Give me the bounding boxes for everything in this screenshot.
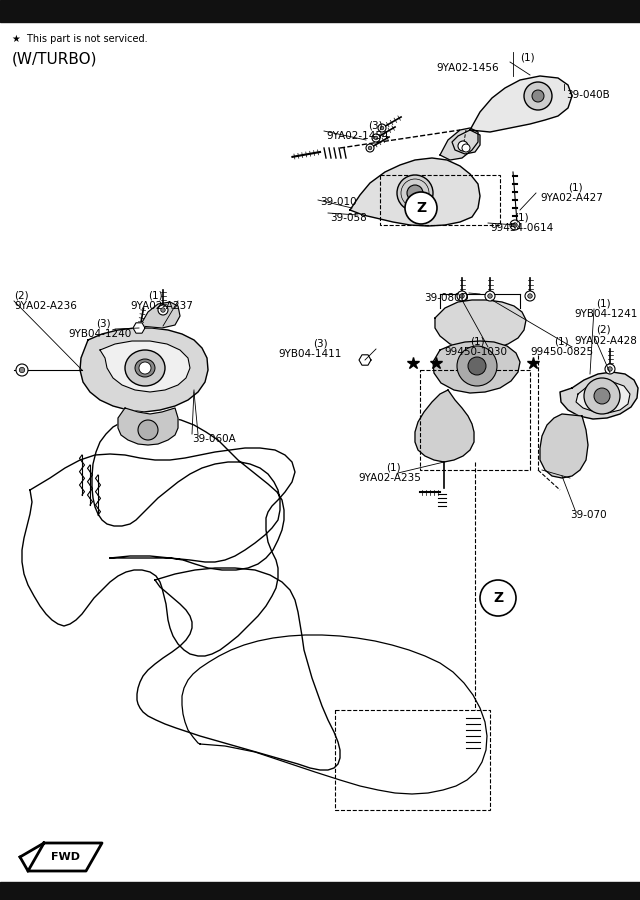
- Text: 39-010: 39-010: [320, 197, 356, 207]
- Polygon shape: [470, 76, 572, 132]
- Text: Z: Z: [416, 201, 426, 215]
- Text: (2): (2): [596, 325, 611, 335]
- Polygon shape: [22, 448, 295, 656]
- Ellipse shape: [135, 359, 155, 377]
- Text: (1): (1): [554, 336, 568, 346]
- Bar: [0, 882, 640, 900]
- Circle shape: [158, 305, 168, 315]
- Text: 9YA02-A428: 9YA02-A428: [574, 336, 637, 346]
- Text: 99450-0825: 99450-0825: [530, 347, 593, 357]
- Circle shape: [368, 146, 372, 149]
- Circle shape: [460, 293, 464, 298]
- Circle shape: [608, 367, 612, 371]
- Text: (2): (2): [14, 290, 29, 300]
- Circle shape: [138, 420, 158, 440]
- Text: Z: Z: [493, 591, 503, 605]
- Polygon shape: [540, 414, 588, 478]
- Polygon shape: [140, 302, 180, 328]
- Circle shape: [528, 293, 532, 298]
- Circle shape: [397, 175, 433, 211]
- Polygon shape: [440, 128, 478, 160]
- Polygon shape: [359, 355, 371, 365]
- Circle shape: [372, 134, 380, 142]
- Circle shape: [468, 357, 486, 375]
- Polygon shape: [137, 568, 340, 770]
- Text: (1): (1): [148, 290, 163, 300]
- Polygon shape: [133, 323, 145, 333]
- Text: 9YA02-A427: 9YA02-A427: [540, 193, 603, 203]
- Polygon shape: [182, 635, 487, 794]
- Circle shape: [605, 364, 615, 374]
- Text: 39-060A: 39-060A: [192, 434, 236, 444]
- Circle shape: [19, 367, 25, 373]
- Polygon shape: [80, 328, 208, 412]
- Circle shape: [457, 346, 497, 386]
- Text: 9YA02-A235: 9YA02-A235: [358, 473, 421, 483]
- Text: (1): (1): [520, 52, 534, 62]
- Circle shape: [594, 388, 610, 404]
- Text: 9YB04-1411: 9YB04-1411: [278, 349, 341, 359]
- Text: (W/TURBO): (W/TURBO): [12, 52, 97, 67]
- Polygon shape: [92, 416, 284, 570]
- Text: (3): (3): [313, 338, 328, 348]
- Polygon shape: [118, 408, 178, 445]
- Circle shape: [462, 144, 470, 152]
- Text: 39-080D: 39-080D: [424, 293, 468, 303]
- Polygon shape: [100, 341, 190, 392]
- Polygon shape: [576, 382, 630, 413]
- Bar: [420, 370, 530, 470]
- Bar: [335, 710, 490, 810]
- Polygon shape: [350, 158, 480, 226]
- Text: FWD: FWD: [51, 852, 79, 862]
- Text: 39-058: 39-058: [330, 213, 367, 223]
- Circle shape: [457, 291, 467, 301]
- Circle shape: [407, 185, 423, 201]
- Polygon shape: [415, 390, 474, 462]
- Polygon shape: [452, 130, 480, 154]
- Circle shape: [480, 580, 516, 616]
- Circle shape: [525, 291, 535, 301]
- Circle shape: [366, 144, 374, 152]
- Text: 99454-0614: 99454-0614: [490, 223, 553, 233]
- Polygon shape: [435, 300, 526, 350]
- Text: 9YB04-1240: 9YB04-1240: [68, 329, 131, 339]
- Text: 9YB04-1241: 9YB04-1241: [574, 309, 637, 319]
- Ellipse shape: [125, 350, 165, 386]
- Circle shape: [532, 90, 544, 102]
- Circle shape: [139, 362, 151, 374]
- Text: (3): (3): [368, 120, 383, 130]
- Text: (1): (1): [514, 212, 529, 222]
- Circle shape: [513, 223, 517, 227]
- Circle shape: [380, 126, 384, 130]
- Circle shape: [161, 308, 165, 312]
- Circle shape: [584, 378, 620, 414]
- Text: (1): (1): [568, 182, 582, 192]
- Circle shape: [378, 124, 386, 132]
- Circle shape: [510, 220, 520, 230]
- Circle shape: [374, 136, 378, 140]
- Circle shape: [405, 192, 437, 224]
- Text: ★  This part is not serviced.: ★ This part is not serviced.: [12, 34, 148, 44]
- Text: 9YA02-1454: 9YA02-1454: [326, 131, 388, 141]
- Circle shape: [485, 291, 495, 301]
- Text: (3): (3): [96, 318, 111, 328]
- Text: 39-070: 39-070: [570, 510, 607, 520]
- Polygon shape: [560, 372, 638, 419]
- Text: 39-040B: 39-040B: [566, 90, 610, 100]
- Text: 9YA02-A236: 9YA02-A236: [14, 301, 77, 311]
- Text: 9YA02-1456: 9YA02-1456: [436, 63, 499, 73]
- Polygon shape: [433, 341, 520, 393]
- Text: 9YA02-A237: 9YA02-A237: [130, 301, 193, 311]
- Circle shape: [524, 82, 552, 110]
- Text: (1): (1): [596, 298, 611, 308]
- Bar: [380, 175, 500, 225]
- Circle shape: [16, 364, 28, 376]
- Bar: [0, 0, 640, 22]
- Polygon shape: [28, 843, 102, 871]
- Circle shape: [488, 293, 492, 298]
- Text: 99450-1030: 99450-1030: [444, 347, 507, 357]
- Text: (1): (1): [470, 336, 484, 346]
- Circle shape: [458, 141, 468, 151]
- Text: (1): (1): [386, 462, 401, 472]
